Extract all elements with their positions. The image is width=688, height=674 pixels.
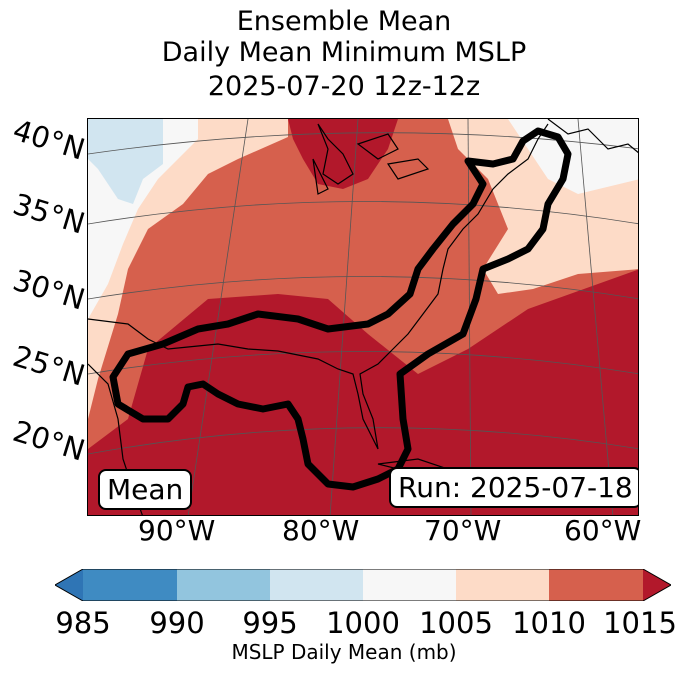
- lat-label-40: 40°N: [9, 112, 89, 167]
- title-line-3: 2025-07-20 12z-12z: [207, 71, 481, 102]
- colorbar-under-arrow: [55, 569, 83, 601]
- colorbar-tick-1005: 1005: [419, 606, 493, 640]
- colorbar-tick-995: 995: [242, 606, 298, 640]
- lon-label-60w: 60°W: [564, 514, 642, 547]
- colorbar-1010-1015: [549, 569, 643, 601]
- colorbar-1000-1005: [363, 569, 456, 601]
- colorbar-995-1000: [270, 569, 363, 601]
- mean-badge: Mean: [98, 469, 193, 510]
- run-date-badge: Run: 2025-07-18: [389, 467, 638, 508]
- lon-label-70w: 70°W: [424, 514, 502, 547]
- lat-label-35: 35°N: [9, 186, 89, 241]
- colorbar-tick-985: 985: [55, 606, 111, 640]
- colorbar-985-990: [83, 569, 177, 601]
- lat-label-25: 25°N: [9, 338, 89, 393]
- title-line-1: Ensemble Mean: [236, 6, 452, 37]
- colorbar-1005-1010: [456, 569, 549, 601]
- colorbar: [55, 569, 671, 601]
- colorbar-tick-1000: 1000: [326, 606, 400, 640]
- title-line-2: Daily Mean Minimum MSLP: [161, 37, 527, 68]
- lat-label-20: 20°N: [9, 413, 89, 468]
- lat-label-30: 30°N: [9, 262, 89, 317]
- colorbar-tick-990: 990: [149, 606, 205, 640]
- graticule: [88, 119, 638, 515]
- mslp-map: [88, 119, 638, 515]
- pressure-field-995: [88, 119, 163, 204]
- colorbar-over-arrow: [643, 569, 671, 601]
- pressure-field-1000-east: [508, 119, 638, 194]
- map-panel: Mean Run: 2025-07-18: [87, 118, 639, 516]
- colorbar-tick-1010: 1010: [512, 606, 586, 640]
- ensemble-contour: [109, 127, 572, 491]
- lon-label-80w: 80°W: [282, 514, 360, 547]
- lon-label-90w: 90°W: [138, 514, 216, 547]
- colorbar-label: MSLP Daily Mean (mb): [231, 640, 457, 664]
- colorbar-tick-1015: 1015: [603, 606, 677, 640]
- colorbar-990-995: [177, 569, 270, 601]
